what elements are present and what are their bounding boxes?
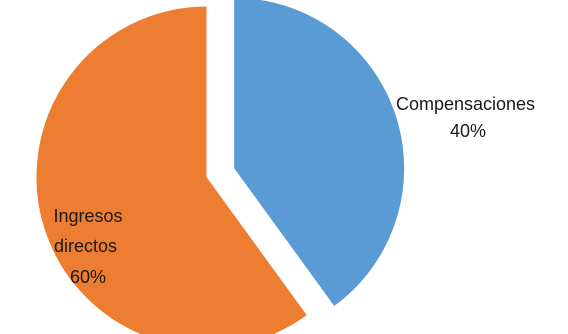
slice-label-compensaciones-percent: 40% bbox=[450, 121, 486, 141]
pie-slices bbox=[35, 0, 406, 334]
pie-slice-compensaciones bbox=[233, 0, 406, 308]
slice-label-ingresos-name-line2: directos bbox=[54, 236, 117, 256]
slice-label-ingresos-name: Ingresos bbox=[53, 206, 122, 226]
slice-label-ingresos-directos: Ingresos directos 60% bbox=[53, 206, 122, 287]
slice-label-ingresos-percent: 60% bbox=[70, 267, 106, 287]
slice-label-compensaciones-name: Compensaciones bbox=[396, 94, 535, 114]
pie-slice-ingresos-directos bbox=[35, 5, 309, 334]
slice-label-compensaciones: Compensaciones 40% bbox=[396, 94, 540, 141]
